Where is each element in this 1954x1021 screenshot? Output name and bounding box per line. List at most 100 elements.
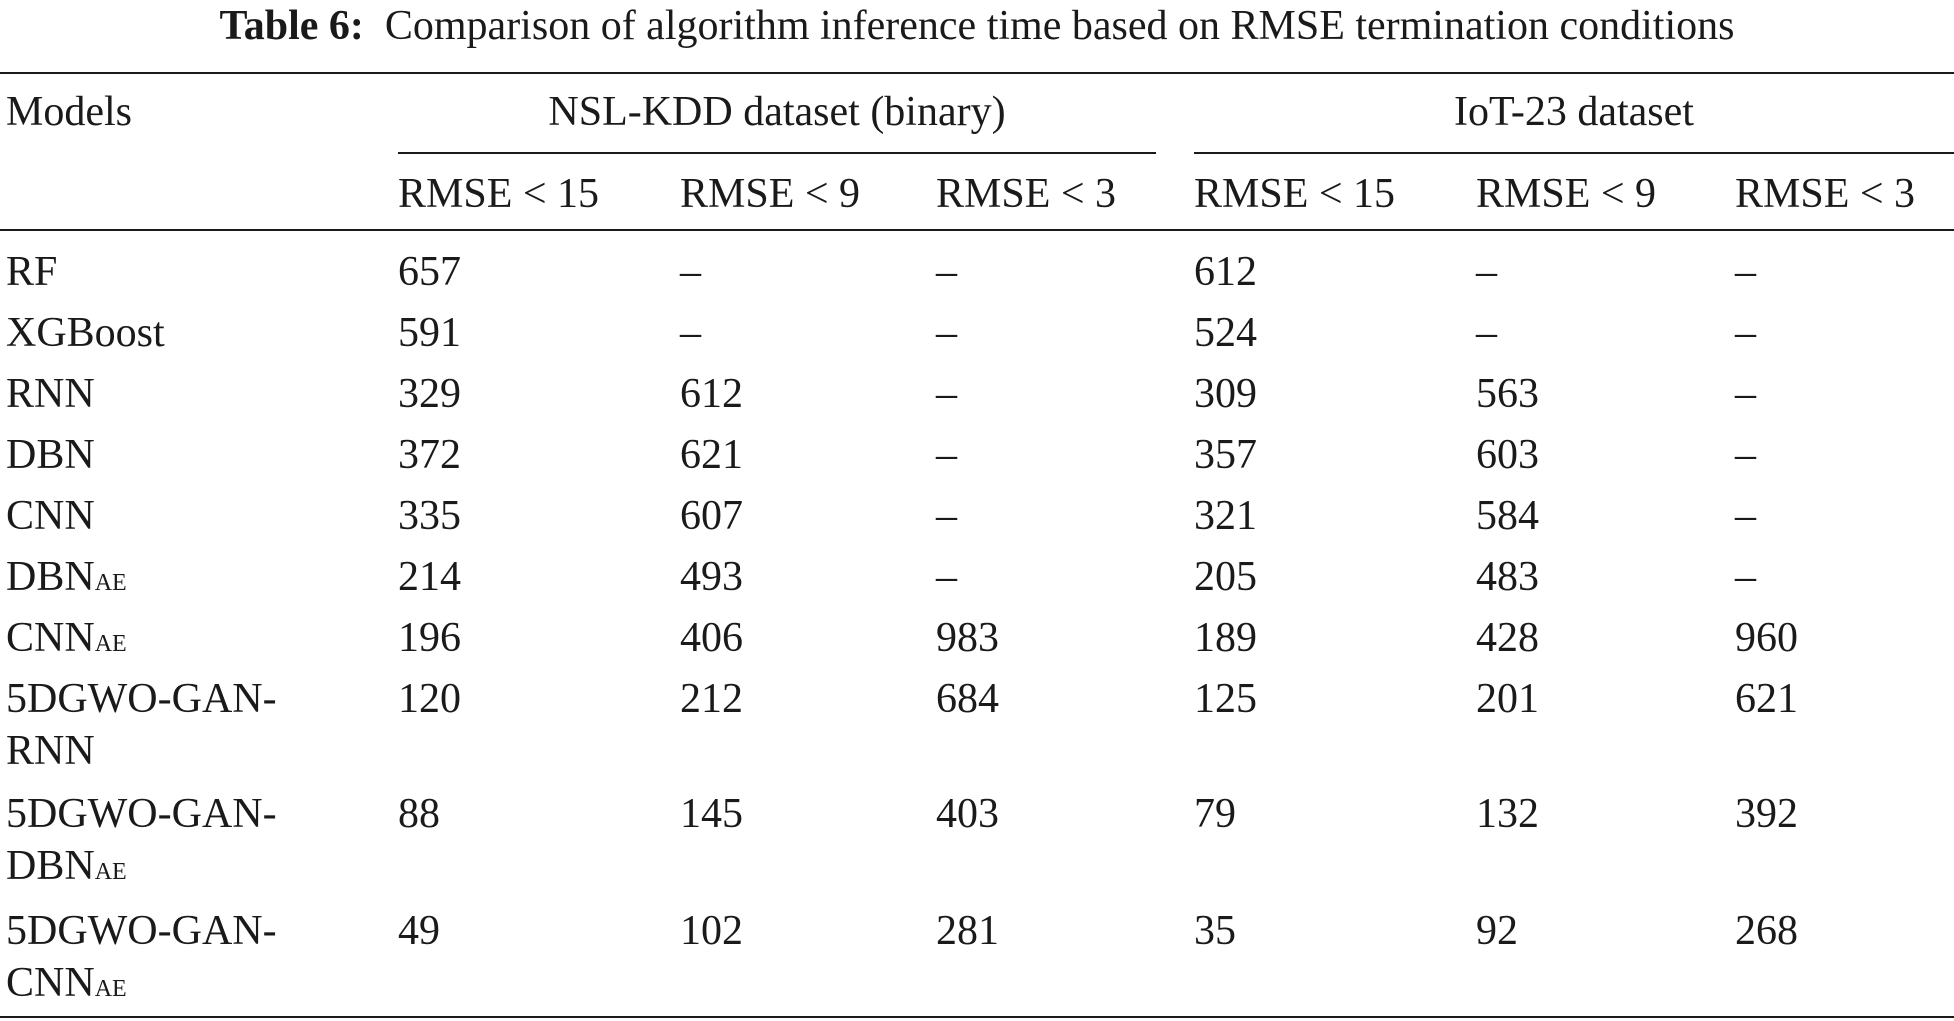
table-cell: 657 bbox=[398, 249, 461, 295]
table-cell: 189 bbox=[1194, 615, 1257, 661]
model-name-text: RF bbox=[6, 249, 58, 295]
model-name: CNNAE bbox=[6, 612, 127, 664]
table-cell: 493 bbox=[680, 554, 743, 600]
model-name: RNN bbox=[6, 368, 95, 420]
table-cell: 960 bbox=[1735, 615, 1798, 661]
model-name-line: DBN bbox=[6, 429, 95, 481]
model-name: 5DGWO-GAN- RNN bbox=[6, 673, 277, 777]
table-cell: – bbox=[1735, 554, 1756, 600]
model-name: XGBoost bbox=[6, 307, 165, 359]
model-name-line: CNNAE bbox=[6, 957, 277, 1009]
table-cell: 92 bbox=[1476, 908, 1518, 954]
table-cell: 329 bbox=[398, 371, 461, 417]
group-rule-nsl-kdd bbox=[398, 152, 1156, 154]
models-header: Models bbox=[6, 89, 132, 135]
table-cell: 684 bbox=[936, 676, 999, 722]
table-cell: – bbox=[1735, 310, 1756, 356]
bottom-rule bbox=[0, 1016, 1954, 1018]
table-cell: – bbox=[936, 554, 957, 600]
model-name: RF bbox=[6, 246, 57, 298]
table-cell: 49 bbox=[398, 908, 440, 954]
model-name-line: DBNAE bbox=[6, 551, 127, 603]
table-cell: 392 bbox=[1735, 791, 1798, 837]
column-subheader: RMSE < 15 bbox=[398, 171, 600, 217]
model-name-line: RF bbox=[6, 246, 57, 298]
table-cell: 428 bbox=[1476, 615, 1539, 661]
model-name-text: 5DGWO-GAN- bbox=[6, 791, 277, 837]
top-rule bbox=[0, 72, 1954, 74]
table-cell: 132 bbox=[1476, 791, 1539, 837]
model-name-text: CNN bbox=[6, 493, 95, 539]
table-cell: – bbox=[680, 249, 701, 295]
table-cell: 214 bbox=[398, 554, 461, 600]
model-name-subscript: AE bbox=[94, 859, 127, 885]
table-cell: 309 bbox=[1194, 371, 1257, 417]
column-subheader: RMSE < 3 bbox=[1735, 171, 1916, 217]
table-cell: 102 bbox=[680, 908, 743, 954]
table-cell: 603 bbox=[1476, 432, 1539, 478]
model-name-text: DBN bbox=[6, 554, 95, 600]
model-name-text: DBN bbox=[6, 432, 95, 478]
group-rule-iot-23 bbox=[1194, 152, 1954, 154]
model-name: 5DGWO-GAN- CNNAE bbox=[6, 905, 277, 1009]
table-cell: 403 bbox=[936, 791, 999, 837]
model-name-text: RNN bbox=[6, 728, 95, 774]
group-header-iot-23: IoT-23 dataset bbox=[1454, 89, 1694, 135]
table-cell: – bbox=[1735, 493, 1756, 539]
table-cell: – bbox=[936, 249, 957, 295]
table-cell: 79 bbox=[1194, 791, 1236, 837]
table-cell: 483 bbox=[1476, 554, 1539, 600]
model-name: CNN bbox=[6, 490, 95, 542]
table-cell: 406 bbox=[680, 615, 743, 661]
table-cell: 201 bbox=[1476, 676, 1539, 722]
model-name-line: DBNAE bbox=[6, 840, 277, 892]
table-cell: 357 bbox=[1194, 432, 1257, 478]
table-cell: – bbox=[936, 310, 957, 356]
model-name-line: 5DGWO-GAN- bbox=[6, 905, 277, 957]
column-subheader: RMSE < 9 bbox=[680, 171, 861, 217]
model-name-line: RNN bbox=[6, 368, 95, 420]
table-cell: 983 bbox=[936, 615, 999, 661]
table-cell: 268 bbox=[1735, 908, 1798, 954]
table-cell: 212 bbox=[680, 676, 743, 722]
model-name-text: 5DGWO-GAN- bbox=[6, 676, 277, 722]
table-cell: – bbox=[936, 371, 957, 417]
model-name-text: CNN bbox=[6, 615, 95, 661]
column-subheader: RMSE < 15 bbox=[1194, 171, 1396, 217]
model-name: DBN bbox=[6, 429, 95, 481]
table-cell: 584 bbox=[1476, 493, 1539, 539]
model-name-line: XGBoost bbox=[6, 307, 165, 359]
column-subheader: RMSE < 3 bbox=[936, 171, 1117, 217]
table-cell: – bbox=[936, 493, 957, 539]
table-cell: 372 bbox=[398, 432, 461, 478]
table-cell: 335 bbox=[398, 493, 461, 539]
model-name-subscript: AE bbox=[94, 976, 127, 1002]
table-cell: 145 bbox=[680, 791, 743, 837]
table-cell: 281 bbox=[936, 908, 999, 954]
model-name-line: 5DGWO-GAN- bbox=[6, 673, 277, 725]
model-name-text: DBN bbox=[6, 843, 95, 889]
table-cell: 321 bbox=[1194, 493, 1257, 539]
table-cell: 88 bbox=[398, 791, 440, 837]
table-cell: – bbox=[1735, 249, 1756, 295]
group-header-nsl-kdd: NSL-KDD dataset (binary) bbox=[548, 89, 1006, 135]
model-name-line: RNN bbox=[6, 725, 277, 777]
table-cell: 563 bbox=[1476, 371, 1539, 417]
table-cell: – bbox=[936, 432, 957, 478]
header-rule bbox=[0, 229, 1954, 231]
model-name: DBNAE bbox=[6, 551, 127, 603]
table-cell: 612 bbox=[680, 371, 743, 417]
model-name-line: CNNAE bbox=[6, 612, 127, 664]
model-name-text: XGBoost bbox=[6, 310, 165, 356]
table-cell: – bbox=[1476, 249, 1497, 295]
table-cell: 120 bbox=[398, 676, 461, 722]
table-cell: 35 bbox=[1194, 908, 1236, 954]
table-cell: 621 bbox=[1735, 676, 1798, 722]
table-cell: 607 bbox=[680, 493, 743, 539]
table-cell: – bbox=[1735, 371, 1756, 417]
model-name-text: CNN bbox=[6, 960, 95, 1006]
model-name: 5DGWO-GAN- DBNAE bbox=[6, 788, 277, 892]
table-cell: 591 bbox=[398, 310, 461, 356]
model-name-subscript: AE bbox=[94, 570, 127, 596]
table-cell: 621 bbox=[680, 432, 743, 478]
